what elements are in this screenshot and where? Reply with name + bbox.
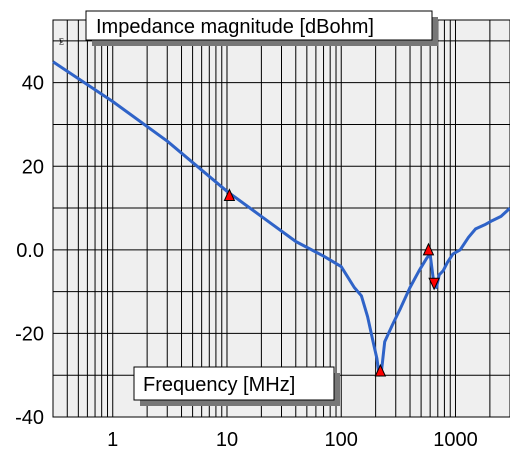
marker-triangle — [422, 242, 435, 256]
y-tick-label: -40 — [15, 407, 44, 429]
chart-title: Impedance magnitude [dBohm] — [96, 16, 374, 38]
x-tick-label: 100 — [325, 429, 358, 449]
x-tick-label: 1000 — [433, 429, 478, 449]
marker-triangle — [374, 363, 387, 377]
title-label: Impedance magnitude [dBohm] — [85, 10, 438, 46]
series-line — [52, 60, 510, 377]
x-axis-label: Frequency [MHz] — [143, 374, 295, 396]
grid — [52, 19, 510, 418]
y-tick-label: -20 — [15, 323, 44, 345]
y-tick-label: 20 — [22, 156, 44, 178]
x-tick-label: 1 — [107, 429, 118, 449]
series-layer — [52, 60, 510, 377]
y-tick-label: 0.0 — [16, 240, 44, 262]
marker-triangle — [223, 188, 236, 202]
tick-labels: 1 10 100 1000 40 20 0.0 -20 -40 — [15, 73, 478, 449]
xlabel-label: Frequency [MHz] — [133, 366, 340, 406]
y-tick-label: 40 — [22, 73, 44, 95]
x-tick-label: 10 — [216, 429, 238, 449]
corner-glyph: ⨊ — [59, 37, 64, 46]
marker-triangle — [428, 277, 440, 291]
markers-layer — [223, 188, 440, 377]
